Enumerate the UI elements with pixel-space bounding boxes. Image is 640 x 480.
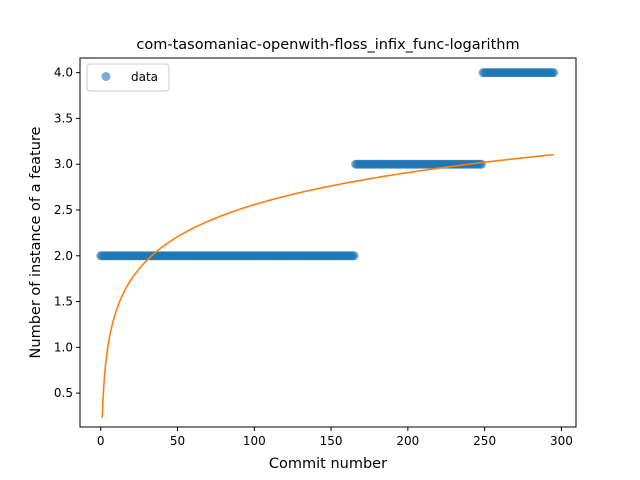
y-tick-label: 1.0 bbox=[54, 340, 73, 354]
legend-label-data: data bbox=[131, 70, 158, 84]
data-point bbox=[350, 251, 359, 260]
x-tick-label: 150 bbox=[320, 434, 343, 448]
x-tick-label: 250 bbox=[473, 434, 496, 448]
y-tick-label: 0.5 bbox=[54, 386, 73, 400]
y-tick-label: 2.5 bbox=[54, 203, 73, 217]
y-tick-label: 4.0 bbox=[54, 66, 73, 80]
y-tick-label: 2.0 bbox=[54, 249, 73, 263]
x-axis-label: Commit number bbox=[269, 456, 387, 472]
legend-marker-data bbox=[102, 72, 111, 81]
x-tick-label: 0 bbox=[97, 434, 105, 448]
x-tick-label: 100 bbox=[243, 434, 266, 448]
x-tick-label: 50 bbox=[170, 434, 185, 448]
y-tick-label: 3.5 bbox=[54, 111, 73, 125]
x-tick-label: 200 bbox=[396, 434, 419, 448]
data-point bbox=[549, 68, 558, 77]
data-point bbox=[477, 160, 486, 169]
x-tick-label: 300 bbox=[550, 434, 573, 448]
y-tick-label: 3.0 bbox=[54, 157, 73, 171]
chart-title: com-tasomaniac-openwith-floss_infix_func… bbox=[136, 37, 519, 53]
y-tick-label: 1.5 bbox=[54, 295, 73, 309]
y-axis-label: Number of instance of a feature bbox=[28, 126, 44, 358]
legend: data bbox=[87, 64, 169, 91]
